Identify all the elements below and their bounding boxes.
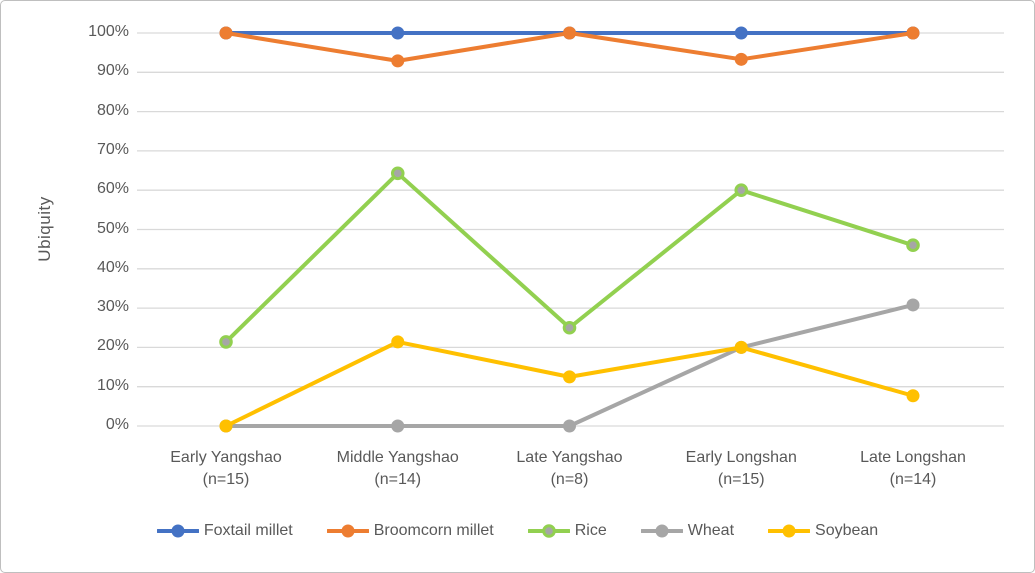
data-point <box>562 320 577 335</box>
data-point <box>906 26 920 40</box>
x-category-name: Late Yangshao <box>516 449 623 466</box>
data-point <box>906 298 920 312</box>
x-category-label: Late Longshan (n=14) <box>823 447 1003 491</box>
legend-label: Foxtail millet <box>203 522 293 539</box>
data-point <box>391 26 405 40</box>
y-tick-label: 100% <box>88 23 129 40</box>
x-category-sample-size: (n=15) <box>717 471 765 488</box>
y-tick-label: 0% <box>105 416 129 433</box>
chart-legend: Foxtail millet Broomcorn millet Rice Wheat S… <box>1 522 1034 540</box>
data-point <box>734 183 749 197</box>
data-point <box>734 26 748 40</box>
legend-item-soybean: Soybean <box>768 522 878 540</box>
y-tick-label: 40% <box>96 258 129 276</box>
data-point <box>906 238 920 253</box>
legend-item-foxtail-millet: Foxtail millet <box>156 522 293 540</box>
y-tick-label: 70% <box>96 140 129 158</box>
legend-marker-icon <box>768 524 811 538</box>
data-point <box>391 54 405 68</box>
x-category-label: Late Yangshao (n=8) <box>480 447 660 491</box>
x-category-label: Early Yangshao (n=15) <box>136 447 316 491</box>
legend-label: Soybean <box>815 522 879 539</box>
data-point <box>563 370 576 384</box>
legend-marker-icon <box>156 524 199 538</box>
x-category-sample-size: (n=14) <box>374 471 422 488</box>
data-point <box>219 335 233 349</box>
series-line-soybean <box>224 339 915 428</box>
data-point <box>563 26 576 40</box>
y-tick-label: 10% <box>96 376 129 394</box>
legend-marker-icon <box>640 524 683 538</box>
y-tick-label: 30% <box>96 298 129 316</box>
data-point <box>219 26 233 40</box>
x-category-label: Middle Yangshao (n=14) <box>308 447 488 491</box>
x-category-sample-size: (n=15) <box>202 471 250 488</box>
legend-marker-icon <box>527 524 570 538</box>
data-point <box>734 52 748 66</box>
x-category-label: Early Longshan (n=15) <box>651 447 831 491</box>
y-tick-label: 90% <box>96 62 129 80</box>
data-point <box>563 419 576 433</box>
data-point <box>906 389 920 403</box>
x-category-sample-size: (n=8) <box>550 471 589 488</box>
y-tick-label: 50% <box>96 219 129 237</box>
legend-item-wheat: Wheat <box>640 522 735 540</box>
y-tick-label: 60% <box>96 180 129 198</box>
legend-label: Wheat <box>687 522 735 539</box>
legend-item-rice: Rice <box>527 522 607 540</box>
plot-area <box>137 26 1004 433</box>
legend-item-broomcorn-millet: Broomcorn millet <box>326 522 494 540</box>
legend-label: Rice <box>574 522 607 539</box>
x-category-name: Early Longshan <box>685 449 797 466</box>
x-category-name: Late Longshan <box>860 449 966 466</box>
legend-marker-icon <box>326 524 369 538</box>
data-point <box>391 335 405 349</box>
data-point <box>391 419 405 433</box>
data-point <box>734 340 748 354</box>
x-category-name: Early Yangshao <box>170 449 282 466</box>
x-category-sample-size: (n=14) <box>889 471 937 488</box>
y-tick-label: 80% <box>96 101 129 119</box>
series-line-rice <box>224 171 915 344</box>
data-point <box>390 166 405 181</box>
data-point <box>219 419 233 433</box>
x-category-name: Middle Yangshao <box>336 449 459 466</box>
legend-label: Broomcorn millet <box>373 522 494 539</box>
y-tick-label: 20% <box>96 337 129 355</box>
